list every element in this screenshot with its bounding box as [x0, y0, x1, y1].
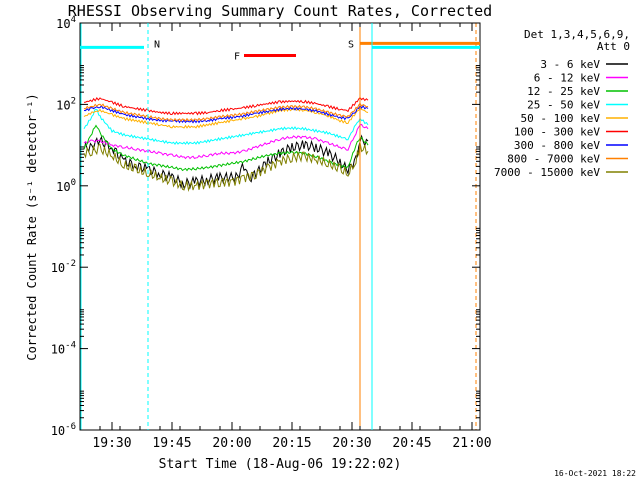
y-tick-label: 10-6: [51, 422, 76, 438]
y-tick-label: 10-2: [51, 259, 76, 275]
legend-label: 100 - 300 keV: [514, 126, 600, 139]
legend-label: 7000 - 15000 keV: [494, 166, 600, 179]
series-line: [83, 104, 369, 124]
legend-header: Det 1,3,4,5,6,9,: [524, 28, 630, 41]
axis-layer: 104 102 100 10-2 10-4 10-6 19:30 19:45 20:00 20:1…: [51, 15, 492, 451]
series-line: [83, 102, 369, 122]
series-line: [83, 107, 369, 129]
y-axis-label: Corrected Count Rate (s⁻¹ detector⁻¹): [25, 93, 39, 360]
x-tick-label: 19:30: [92, 436, 131, 451]
x-tick-label: 19:45: [152, 436, 191, 451]
series-line: [83, 108, 369, 146]
x-tick-label: 20:30: [332, 436, 371, 451]
x-tick-label: 20:00: [212, 436, 251, 451]
x-tick-label: 20:15: [272, 436, 311, 451]
legend-label: 6 - 12 keV: [534, 72, 601, 85]
legend-label: 25 - 50 keV: [527, 99, 600, 112]
legend-label: 3 - 6 keV: [540, 58, 600, 71]
footer-date: 16-Oct-2021 18:22: [554, 469, 636, 478]
series-line: [83, 96, 369, 116]
legend-label: 300 - 800 keV: [514, 139, 600, 152]
y-tick-label: 102: [56, 96, 76, 112]
flag-label: S: [348, 39, 354, 50]
series-layer: [83, 96, 369, 192]
flag-label: N: [154, 39, 160, 50]
marker-layer: N F S: [80, 23, 480, 430]
y-tick-label: 100: [56, 178, 76, 194]
x-tick-label: 20:45: [392, 436, 431, 451]
plot-border: [79, 22, 481, 431]
flag-label: F: [234, 52, 240, 63]
legend-label: 50 - 100 keV: [521, 112, 601, 125]
legend-label: 800 - 7000 keV: [507, 153, 600, 166]
x-axis-label: Start Time (18-Aug-06 19:22:02): [159, 457, 402, 472]
chart-title: RHESSI Observing Summary Count Rates, Co…: [68, 2, 492, 20]
plot-frame: [79, 22, 481, 431]
y-tick-label: 104: [56, 15, 76, 31]
series-line: [83, 123, 369, 160]
legend-header: Att 0: [597, 40, 630, 53]
x-tick-label: 21:00: [452, 436, 491, 451]
y-tick-label: 10-4: [51, 341, 76, 357]
series-line: [83, 134, 369, 190]
series-line: [83, 142, 369, 192]
legend-label: 12 - 25 keV: [527, 85, 600, 98]
